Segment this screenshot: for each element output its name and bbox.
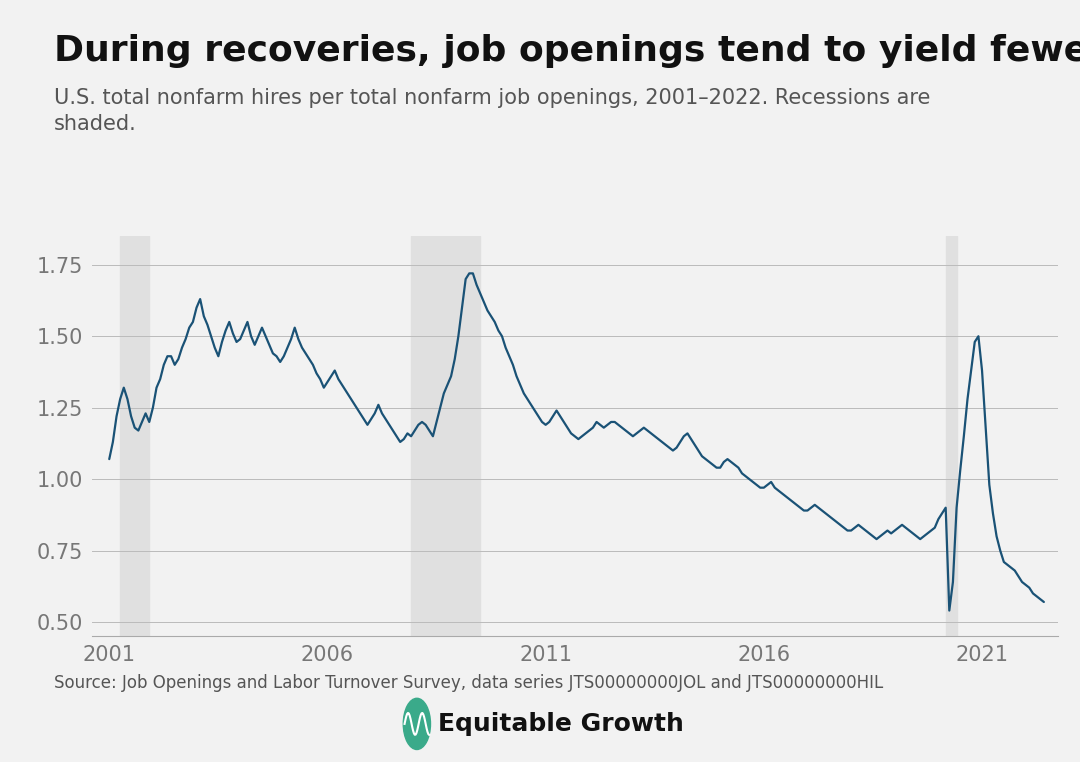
Text: Equitable Growth: Equitable Growth (438, 712, 684, 736)
Text: U.S. total nonfarm hires per total nonfarm job openings, 2001–2022. Recessions a: U.S. total nonfarm hires per total nonfa… (54, 88, 930, 134)
Text: During recoveries, job openings tend to yield fewer hires: During recoveries, job openings tend to … (54, 34, 1080, 69)
Circle shape (403, 698, 431, 750)
Bar (120, 236, 149, 636)
Text: Source: Job Openings and Labor Turnover Survey, data series JTS00000000JOL and J: Source: Job Openings and Labor Turnover … (54, 674, 883, 693)
Bar (411, 236, 481, 636)
Bar (946, 236, 957, 636)
